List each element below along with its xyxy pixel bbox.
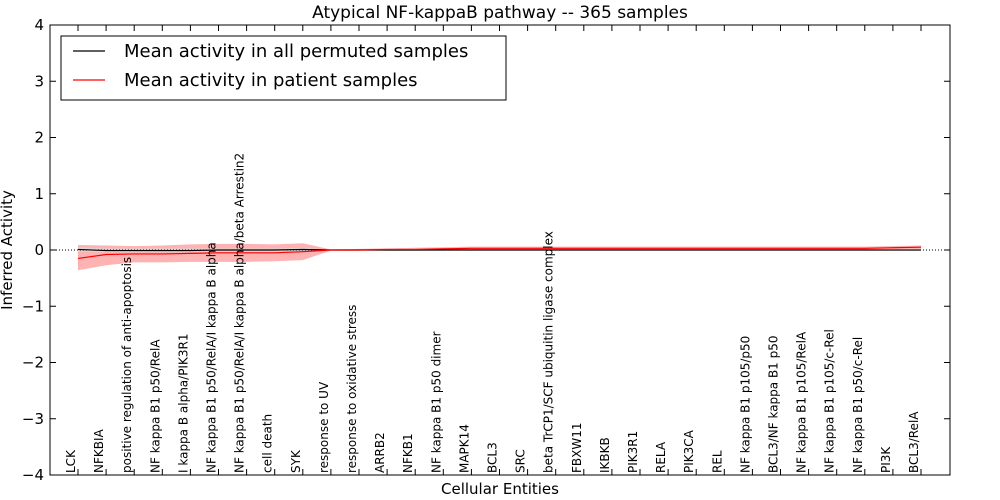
x-category-label: NFKB1	[401, 433, 415, 473]
x-category-label: NF kappa B1 p50/RelA	[148, 339, 162, 473]
plot-area	[49, 24, 951, 476]
line-permuted	[77, 248, 921, 252]
y-tick-label: 1	[34, 185, 44, 203]
x-category-label: NF kappa B1 p50/RelA/I kappa B alpha	[205, 242, 219, 473]
x-category-label: positive regulation of anti-apoptosis	[120, 257, 134, 473]
legend-entry-patient: Mean activity in patient samples	[124, 70, 418, 91]
x-axis-label: Cellular Entities	[441, 480, 559, 498]
y-tick-label: −1	[22, 297, 44, 315]
x-category-label: NF kappa B1 p105/RelA	[795, 331, 809, 473]
legend-box	[60, 35, 507, 101]
x-category-label: BCL3/RelA	[907, 411, 921, 473]
x-category-label: cell death	[261, 414, 275, 473]
x-category-label: BCL3	[486, 442, 500, 473]
x-category-label: beta TrCP1/SCF ubiquitin ligase complex	[542, 231, 556, 473]
y-tick-label: 0	[34, 241, 44, 259]
legend-entry-permuted: Mean activity in all permuted samples	[124, 41, 468, 62]
x-category-label: NF kappa B1 p50/c-Rel	[851, 337, 865, 473]
x-category-label: NFKBIA	[92, 428, 106, 473]
y-tick-label: 2	[34, 129, 44, 147]
x-category-label: PI3K	[879, 446, 893, 473]
x-category-label: LCK	[64, 449, 78, 473]
x-category-label: SYK	[289, 449, 303, 473]
category-labels: LCK NFKBIA positive regulation of anti-apo…	[64, 153, 921, 473]
y-tick-label: 4	[34, 16, 44, 34]
x-category-label: response to UV	[317, 381, 331, 473]
x-category-label: PIK3CA	[682, 429, 696, 473]
y-tick-label: −4	[22, 466, 44, 484]
x-category-label: IKBKB	[598, 437, 612, 473]
legend: Mean activity in all permuted samples Me…	[60, 35, 507, 101]
x-category-label: PIK3R1	[626, 431, 640, 473]
axis-ticks: −4 −3 −2 −1 0 1 2 3 4	[22, 16, 950, 484]
y-tick-label: 3	[34, 72, 44, 90]
x-category-label: I kappa B alpha/PIK3R1	[176, 334, 190, 473]
x-category-label: MAPK14	[457, 424, 471, 473]
x-category-label: ARRB2	[373, 432, 387, 473]
chart-title: Atypical NF-kappaB pathway -- 365 sample…	[312, 3, 688, 23]
y-tick-label: −2	[22, 354, 44, 372]
x-category-label: NF kappa B1 p50 dimer	[429, 331, 443, 473]
series-lines	[50, 246, 950, 260]
x-category-label: SRC	[514, 449, 528, 473]
x-category-label: NF kappa B1 p105/p50	[738, 336, 752, 473]
y-tick-label: −3	[22, 410, 44, 428]
y-axis-label: Inferred Activity	[0, 190, 16, 310]
x-category-label: NF kappa B1 p50/RelA/I kappa B alpha/bet…	[233, 153, 247, 473]
x-category-label: FBXW11	[570, 423, 584, 474]
x-category-label: response to oxidative stress	[345, 305, 359, 473]
x-category-label: BCL3/NF kappa B1 p50	[767, 335, 781, 473]
x-category-label: REL	[710, 450, 724, 473]
x-category-label: RELA	[654, 441, 668, 473]
line-patient	[77, 246, 922, 260]
x-category-label: NF kappa B1 p105/c-Rel	[823, 329, 837, 473]
